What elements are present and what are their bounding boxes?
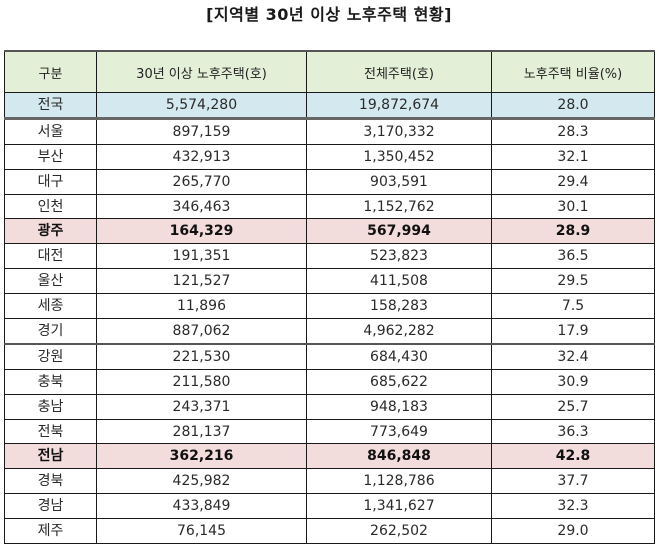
cell-region: 전북 xyxy=(4,418,97,445)
cell-old-houses: 362,216 xyxy=(96,443,307,470)
cell-ratio: 28.0 xyxy=(491,92,655,120)
table-row: 울산 121,527 411,508 29.5 xyxy=(4,268,655,295)
table-row: 강원 221,530 684,430 32.4 xyxy=(4,343,655,370)
table-row: 전국 5,574,280 19,872,674 28.0 xyxy=(4,92,655,120)
cell-region: 경북 xyxy=(4,468,97,495)
cell-region: 서울 xyxy=(4,117,97,145)
header-region: 구분 xyxy=(4,50,97,93)
table-header: 구분 30년 이상 노후주택(호) 전체주택(호) 노후주택 비율(%) xyxy=(4,50,655,93)
cell-total-houses: 1,341,627 xyxy=(306,493,492,520)
cell-region: 부산 xyxy=(4,143,97,170)
table-row: 대전 191,351 523,823 36.5 xyxy=(4,243,655,270)
cell-total-houses: 846,848 xyxy=(306,443,492,470)
cell-old-houses: 121,527 xyxy=(96,268,307,295)
cell-old-houses: 265,770 xyxy=(96,168,307,195)
cell-ratio: 7.5 xyxy=(491,293,655,320)
cell-region: 전국 xyxy=(4,92,97,120)
table-row: 경남 433,849 1,341,627 32.3 xyxy=(4,493,655,520)
cell-old-houses: 221,530 xyxy=(96,343,307,370)
table-row: 경북 425,982 1,128,786 37.7 xyxy=(4,468,655,495)
cell-old-houses: 11,896 xyxy=(96,293,307,320)
header-ratio: 노후주택 비율(%) xyxy=(491,50,655,93)
cell-ratio: 42.8 xyxy=(491,443,655,470)
table-row: 대구 265,770 903,591 29.4 xyxy=(4,168,655,195)
cell-old-houses: 164,329 xyxy=(96,218,307,245)
header-row: 구분 30년 이상 노후주택(호) 전체주택(호) 노후주택 비율(%) xyxy=(4,50,655,93)
header-old-houses: 30년 이상 노후주택(호) xyxy=(96,50,307,93)
cell-ratio: 30.1 xyxy=(491,193,655,220)
cell-total-houses: 523,823 xyxy=(306,243,492,270)
cell-total-houses: 684,430 xyxy=(306,343,492,370)
cell-region: 제주 xyxy=(4,518,97,545)
cell-region: 세종 xyxy=(4,293,97,320)
cell-old-houses: 191,351 xyxy=(96,243,307,270)
document-title: [지역별 30년 이상 노후주택 현황] xyxy=(206,5,452,24)
table-row: 서울 897,159 3,170,332 28.3 xyxy=(4,117,655,145)
table-row: 광주 164,329 567,994 28.9 xyxy=(4,218,655,245)
table-row: 세종 11,896 158,283 7.5 xyxy=(4,293,655,320)
table-row: 인천 346,463 1,152,762 30.1 xyxy=(4,193,655,220)
cell-ratio: 32.4 xyxy=(491,343,655,370)
table-row: 부산 432,913 1,350,452 32.1 xyxy=(4,143,655,170)
table-row: 전북 281,137 773,649 36.3 xyxy=(4,418,655,445)
cell-total-houses: 411,508 xyxy=(306,268,492,295)
cell-ratio: 28.3 xyxy=(491,117,655,145)
cell-region: 인천 xyxy=(4,193,97,220)
cell-total-houses: 773,649 xyxy=(306,418,492,445)
cell-old-houses: 887,062 xyxy=(96,318,307,345)
cell-total-houses: 158,283 xyxy=(306,293,492,320)
cell-ratio: 28.9 xyxy=(491,218,655,245)
cell-total-houses: 1,350,452 xyxy=(306,143,492,170)
table-row: 경기 887,062 4,962,282 17.9 xyxy=(4,318,655,345)
cell-ratio: 32.3 xyxy=(491,493,655,520)
cell-region: 충북 xyxy=(4,368,97,395)
cell-old-houses: 346,463 xyxy=(96,193,307,220)
cell-ratio: 30.9 xyxy=(491,368,655,395)
cell-old-houses: 433,849 xyxy=(96,493,307,520)
cell-region: 울산 xyxy=(4,268,97,295)
cell-region: 경기 xyxy=(4,318,97,345)
header-total-houses: 전체주택(호) xyxy=(306,50,492,93)
cell-old-houses: 211,580 xyxy=(96,368,307,395)
cell-region: 경남 xyxy=(4,493,97,520)
cell-old-houses: 425,982 xyxy=(96,468,307,495)
cell-ratio: 29.5 xyxy=(491,268,655,295)
cell-old-houses: 897,159 xyxy=(96,117,307,145)
cell-total-houses: 1,128,786 xyxy=(306,468,492,495)
cell-total-houses: 1,152,762 xyxy=(306,193,492,220)
aged-housing-table: 구분 30년 이상 노후주택(호) 전체주택(호) 노후주택 비율(%) 전국 … xyxy=(4,50,655,545)
cell-total-houses: 903,591 xyxy=(306,168,492,195)
cell-total-houses: 19,872,674 xyxy=(306,92,492,120)
cell-total-houses: 567,994 xyxy=(306,218,492,245)
table-row: 충남 243,371 948,183 25.7 xyxy=(4,393,655,420)
cell-total-houses: 4,962,282 xyxy=(306,318,492,345)
cell-old-houses: 281,137 xyxy=(96,418,307,445)
cell-old-houses: 5,574,280 xyxy=(96,92,307,120)
cell-ratio: 37.7 xyxy=(491,468,655,495)
cell-region: 광주 xyxy=(4,218,97,245)
cell-old-houses: 432,913 xyxy=(96,143,307,170)
table-row: 제주 76,145 262,502 29.0 xyxy=(4,518,655,545)
cell-ratio: 29.0 xyxy=(491,518,655,545)
cell-region: 대구 xyxy=(4,168,97,195)
cell-region: 충남 xyxy=(4,393,97,420)
cell-total-houses: 3,170,332 xyxy=(306,117,492,145)
cell-ratio: 36.5 xyxy=(491,243,655,270)
table-body: 전국 5,574,280 19,872,674 28.0 서울 897,159 … xyxy=(4,92,655,545)
cell-old-houses: 243,371 xyxy=(96,393,307,420)
cell-ratio: 25.7 xyxy=(491,393,655,420)
cell-region: 대전 xyxy=(4,243,97,270)
table-row: 충북 211,580 685,622 30.9 xyxy=(4,368,655,395)
cell-total-houses: 262,502 xyxy=(306,518,492,545)
cell-ratio: 32.1 xyxy=(491,143,655,170)
cell-total-houses: 685,622 xyxy=(306,368,492,395)
cell-region: 강원 xyxy=(4,343,97,370)
cell-old-houses: 76,145 xyxy=(96,518,307,545)
table-row: 전남 362,216 846,848 42.8 xyxy=(4,443,655,470)
cell-region: 전남 xyxy=(4,443,97,470)
cell-ratio: 29.4 xyxy=(491,168,655,195)
cell-ratio: 17.9 xyxy=(491,318,655,345)
cell-ratio: 36.3 xyxy=(491,418,655,445)
cell-total-houses: 948,183 xyxy=(306,393,492,420)
